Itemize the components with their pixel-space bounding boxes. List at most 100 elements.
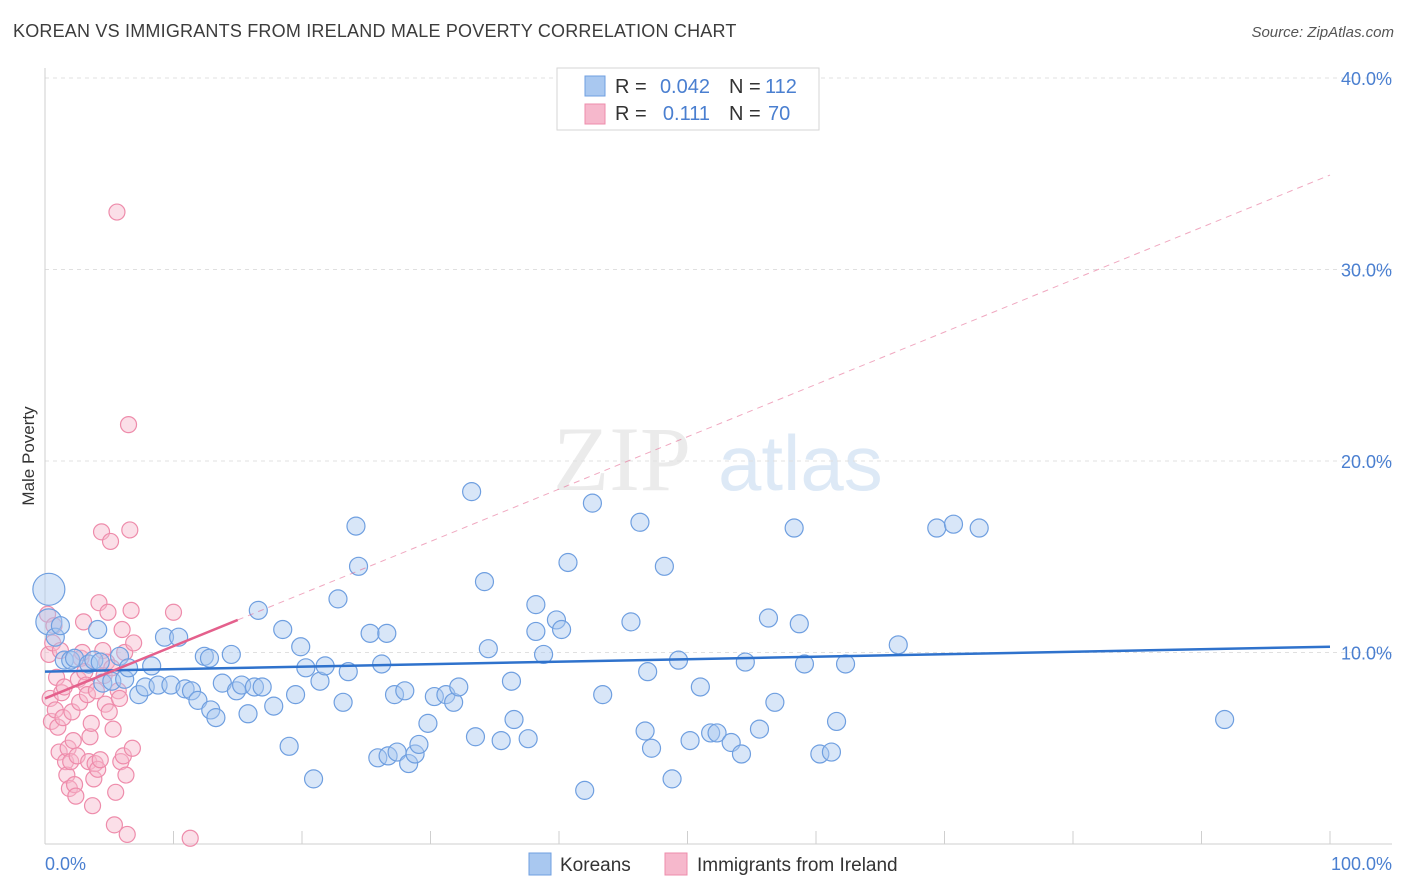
koreans-point-27 (199, 648, 220, 668)
koreans-point-95 (701, 723, 721, 743)
legend-swatch-koreans (584, 75, 606, 97)
koreans-point-105 (794, 654, 815, 674)
ireland-point-65 (122, 601, 140, 619)
ireland-point-69 (181, 829, 199, 847)
source-label: Source: ZipAtlas.com (1251, 24, 1394, 41)
koreans-point-104 (789, 614, 809, 634)
ireland-point-38 (87, 682, 106, 700)
koreans-point-68 (462, 482, 482, 502)
koreans-point-91 (662, 769, 682, 789)
koreans-point-100 (749, 719, 770, 739)
series-ireland-points (38, 203, 199, 847)
koreans-point-24 (181, 681, 202, 701)
legend-n-value-1: 112 (765, 76, 797, 98)
koreans-point-88 (638, 662, 658, 682)
koreans-point-96 (707, 723, 727, 743)
koreans-point-52 (360, 623, 380, 643)
koreans-point-85 (621, 612, 641, 632)
koreans-point-55 (377, 623, 397, 643)
bottom-legend-label-koreans: Koreans (560, 855, 631, 876)
koreans-point-0 (32, 572, 66, 606)
ireland-point-12 (54, 709, 72, 727)
koreans-point-34 (238, 704, 258, 724)
ireland-point-53 (107, 783, 125, 801)
series-legend: Koreans Immigrants from Ireland (528, 852, 898, 876)
ireland-trend-line (44, 618, 239, 700)
ireland-point-34 (82, 714, 100, 732)
koreans-point-69 (465, 727, 486, 747)
koreans-point-99 (735, 652, 755, 672)
chart-title: KOREAN VS IMMIGRANTS FROM IRELAND MALE P… (13, 21, 737, 41)
ireland-point-52 (105, 816, 123, 834)
koreans-point-42 (291, 637, 311, 657)
koreans-point-40 (279, 736, 299, 756)
koreans-point-87 (635, 721, 655, 741)
koreans-point-59 (395, 681, 415, 701)
koreans-point-20 (154, 627, 175, 647)
koreans-point-18 (142, 656, 162, 676)
koreans-point-90 (654, 556, 674, 576)
koreans-point-80 (551, 619, 572, 640)
koreans-point-32 (226, 681, 247, 701)
koreans-point-74 (504, 709, 524, 730)
ireland-point-41 (91, 751, 109, 769)
trend-lines (44, 174, 1331, 700)
koreans-point-6 (64, 648, 85, 668)
ireland-point-28 (74, 613, 93, 631)
koreans-point-51 (348, 556, 369, 576)
legend-r-label-1: R = (615, 76, 647, 98)
ireland-point-31 (78, 686, 97, 704)
koreans-point-39 (273, 619, 293, 640)
x-tick-label-min: 0.0% (45, 854, 86, 874)
koreans-point-78 (533, 644, 554, 665)
koreans-point-60 (399, 753, 419, 774)
koreans-point-72 (491, 730, 511, 751)
koreans-point-79 (546, 610, 567, 630)
y-tick-labels: 10.0% 20.0% 30.0% 40.0% (1341, 69, 1392, 664)
koreans-point-93 (680, 730, 700, 751)
koreans-point-67 (449, 677, 469, 697)
koreans-point-73 (501, 671, 522, 691)
series-koreans-points (32, 482, 1235, 800)
koreans-point-49 (338, 662, 358, 682)
koreans-point-9 (88, 619, 108, 640)
ireland-point-8 (49, 718, 67, 736)
ireland-point-9 (50, 743, 68, 761)
koreans-point-75 (518, 729, 538, 749)
koreans-point-25 (188, 690, 208, 710)
koreans-point-16 (129, 685, 149, 705)
legend-swatch-ireland (584, 103, 606, 125)
ireland-point-63 (119, 416, 138, 434)
ireland-point-68 (164, 603, 183, 621)
koreans-point-10 (90, 652, 110, 672)
ireland-point-61 (117, 766, 135, 784)
ireland-point-49 (101, 532, 120, 551)
x-ticks (173, 831, 1331, 844)
ireland-point-35 (83, 797, 102, 815)
legend-n-value-2: 70 (768, 103, 790, 125)
koreans-point-103 (784, 518, 804, 538)
ireland-point-48 (100, 703, 118, 721)
koreans-point-94 (690, 677, 710, 697)
ireland-point-66 (123, 739, 141, 757)
ireland-trend-extension (237, 174, 1331, 621)
ireland-point-18 (62, 753, 80, 771)
koreans-point-50 (346, 516, 366, 536)
bottom-legend-swatch-ireland (664, 852, 688, 876)
legend-n-label-2: N = (729, 103, 761, 125)
gridlines (45, 77, 1392, 653)
ireland-point-67 (125, 634, 143, 652)
ireland-point-39 (89, 760, 107, 778)
ireland-point-62 (118, 825, 136, 844)
koreans-point-110 (888, 635, 908, 655)
ireland-point-20 (64, 731, 82, 750)
legend-r-value-1: 0.042 (660, 76, 710, 98)
koreans-point-35 (244, 677, 265, 697)
ireland-point-56 (110, 689, 129, 708)
koreans-point-108 (826, 711, 847, 732)
y-tick-label-20: 20.0% (1341, 452, 1392, 472)
y-tick-label-10: 10.0% (1341, 644, 1392, 664)
ireland-point-51 (104, 720, 122, 738)
koreans-point-81 (558, 552, 578, 573)
